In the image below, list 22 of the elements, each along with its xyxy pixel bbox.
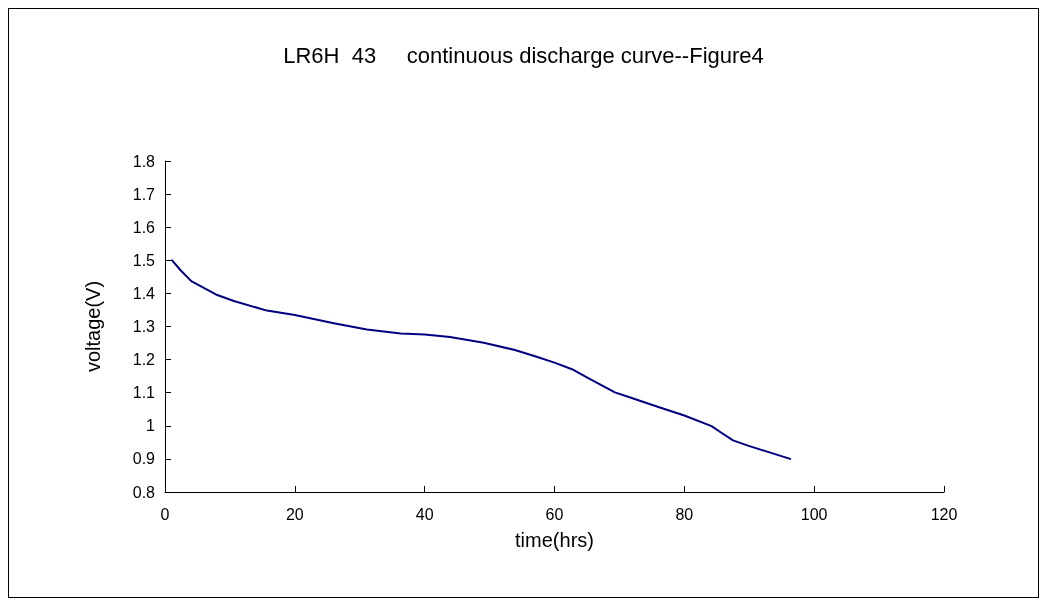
- x-tick-label: 120: [930, 505, 958, 523]
- x-tick-label: 60: [545, 505, 564, 523]
- chart-title: LR6H 43 continuous discharge curve--Figure4: [283, 42, 764, 68]
- y-tick-label: 1.1: [132, 384, 156, 402]
- y-tick-label: 1.5: [132, 251, 156, 269]
- x-tick-label: 80: [675, 505, 694, 523]
- y-tick-label: 1.8: [132, 152, 156, 170]
- y-tick-label: 1.6: [132, 218, 156, 236]
- y-axis-title: voltage(V): [82, 280, 104, 373]
- line-series: [171, 259, 792, 460]
- y-tick-label: 1.4: [132, 284, 156, 302]
- x-tick-label: 20: [285, 505, 304, 523]
- x-tick-label: 100: [800, 505, 828, 523]
- x-axis-title: time(hrs): [515, 529, 594, 551]
- y-tick-label: 1.2: [132, 351, 156, 369]
- x-tick-label: 40: [415, 505, 434, 523]
- x-tick-label: 0: [160, 505, 170, 523]
- y-tick-label: 0.9: [132, 450, 156, 468]
- y-tick-label: 0.8: [132, 483, 156, 501]
- y-tick-label: 1.7: [132, 185, 156, 203]
- y-tick-label: 1.3: [132, 318, 156, 335]
- y-tick-label: 1: [146, 417, 156, 435]
